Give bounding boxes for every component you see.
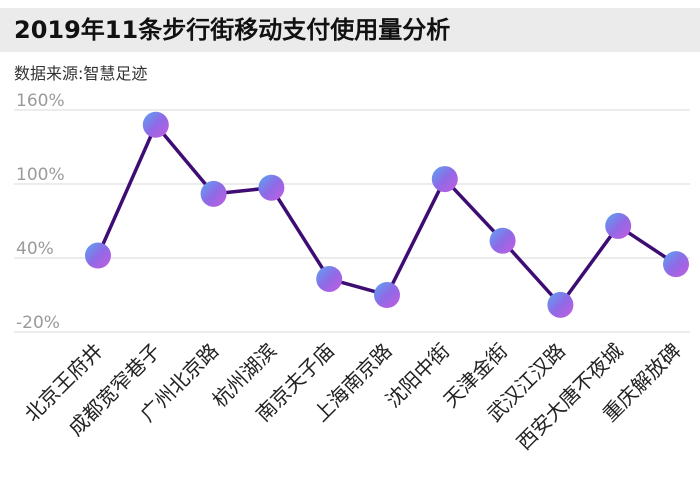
series-line	[96, 123, 678, 307]
data-point	[663, 251, 689, 278]
data-point	[200, 180, 227, 207]
y-tick-label: 160%	[16, 91, 65, 111]
y-tick-label: -20%	[16, 313, 60, 333]
y-tick-labels: 160% 100% 40% -20%	[16, 91, 65, 333]
category-labels: 北京王府井成都宽窄巷子广州北京路杭州湖滨南京夫子庙上海南京路沈阳中街天津金街武汉…	[20, 339, 686, 455]
data-point	[374, 282, 400, 308]
data-source-subtitle: 数据来源:智慧足迹	[14, 64, 148, 83]
series-line-layer	[96, 123, 678, 307]
y-tick-label: 100%	[16, 165, 65, 185]
data-point	[431, 166, 458, 193]
data-point	[547, 291, 574, 318]
data-point	[142, 111, 169, 138]
page-title: 2019年11条步行街移动支付使用量分析	[14, 16, 451, 44]
grid-layer	[14, 109, 690, 333]
title-bar: 2019年11条步行街移动支付使用量分析	[0, 8, 700, 52]
data-point	[258, 174, 285, 201]
data-point	[605, 212, 632, 239]
data-point	[489, 227, 516, 254]
data-point	[316, 265, 343, 292]
data-point	[85, 242, 111, 269]
data-points	[85, 111, 689, 318]
y-tick-label: 40%	[16, 239, 54, 259]
